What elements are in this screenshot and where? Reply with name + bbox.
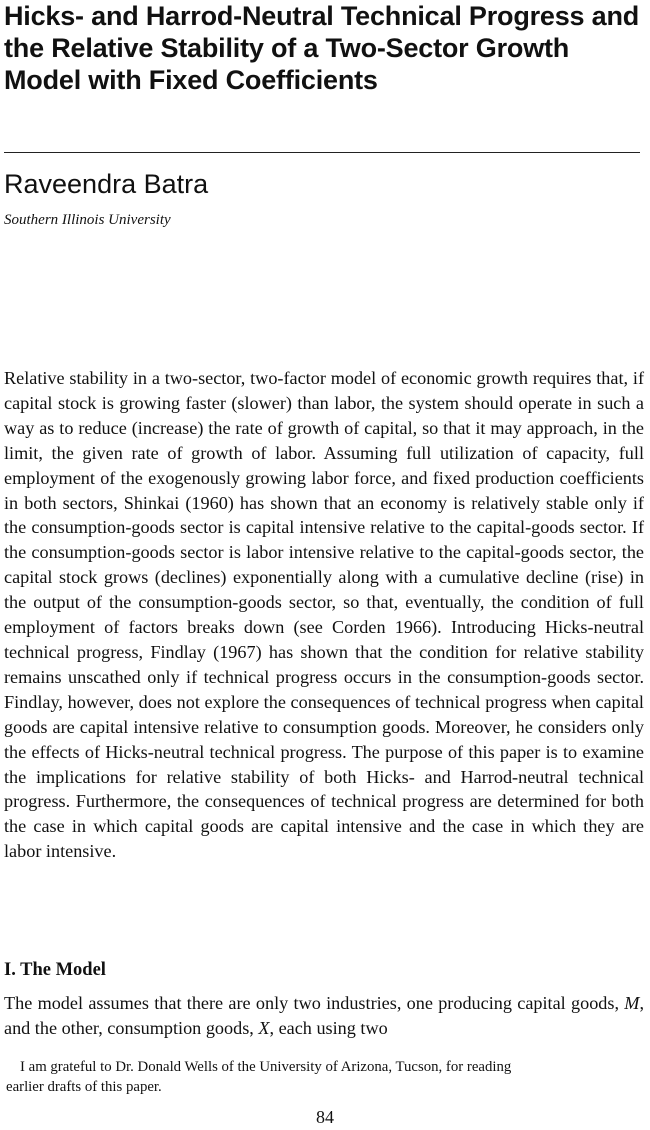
abstract-paragraph: Relative stability in a two-sector, two-…	[4, 368, 644, 862]
body-text-3: , each using two	[269, 1018, 388, 1038]
footnote-line-2: earlier drafts of this paper.	[6, 1079, 162, 1095]
body-paragraph: The model assumes that there are only tw…	[4, 991, 644, 1041]
paper-title: Hicks- and Harrod-Neutral Technical Prog…	[4, 1, 640, 95]
author-affiliation: Southern Illinois University	[4, 212, 171, 228]
footnote: I am grateful to Dr. Donald Wells of the…	[6, 1057, 646, 1097]
variable-m: M	[624, 993, 640, 1013]
body-text-2: , and the other, consumption goods,	[4, 993, 644, 1038]
footnote-line-1: I am grateful to Dr. Donald Wells of the…	[20, 1059, 512, 1075]
section-heading: I. The Model	[4, 960, 106, 980]
page-number: 84	[316, 1107, 334, 1127]
body-text-1: The model assumes that there are only tw…	[4, 993, 625, 1013]
title-divider	[4, 152, 640, 153]
variable-x: X	[258, 1018, 270, 1038]
author-name: Raveendra Batra	[4, 169, 209, 199]
